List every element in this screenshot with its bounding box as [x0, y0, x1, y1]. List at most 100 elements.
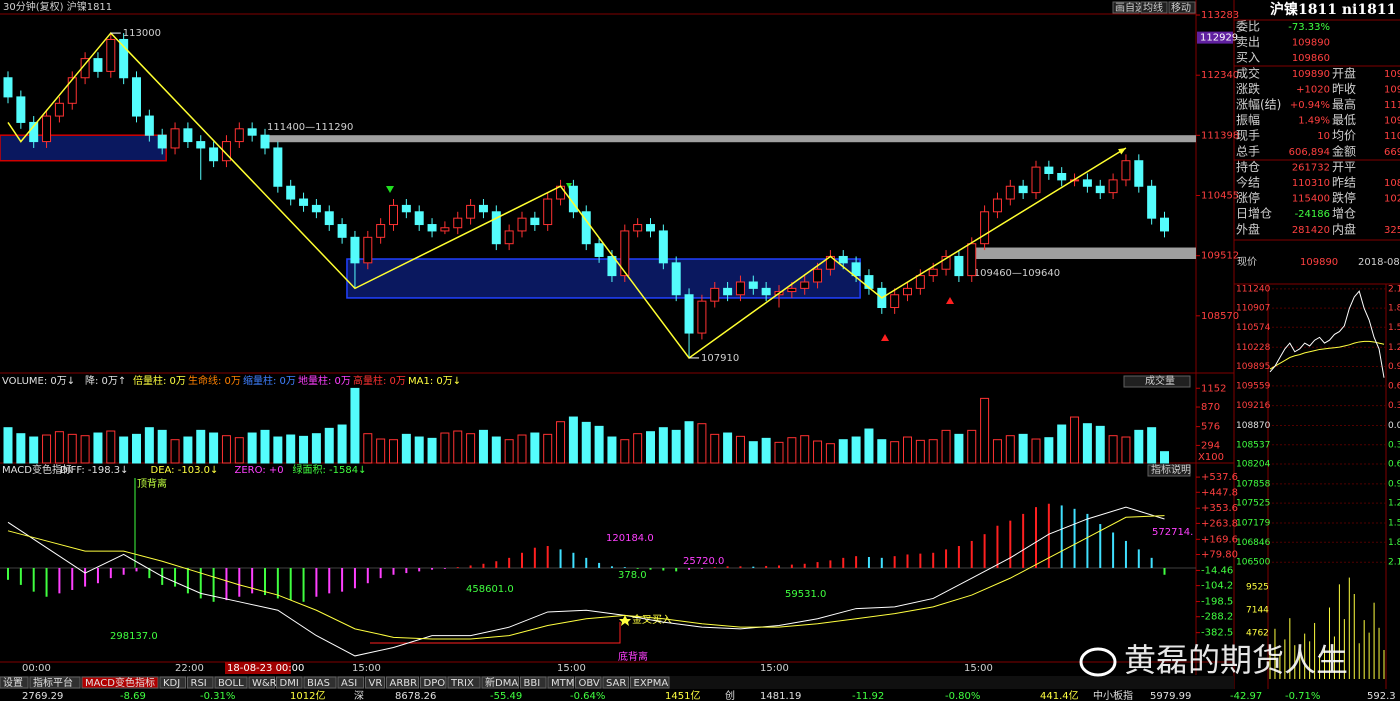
volume-bar — [543, 433, 553, 464]
y-tick-label: -288.2 — [1201, 612, 1233, 623]
candle-body — [735, 281, 745, 296]
price-date: 2018-08-2 — [1358, 257, 1400, 268]
button[interactable] — [1168, 1, 1196, 14]
button-label[interactable]: 指标说明 — [1151, 463, 1191, 476]
volume-bar — [478, 429, 488, 464]
tab-label[interactable]: MTM — [551, 678, 574, 689]
tab[interactable] — [0, 676, 29, 689]
y-tick-label: 108570 — [1201, 311, 1239, 322]
candle-body — [890, 294, 900, 309]
y-tick-label: 109512 — [1201, 251, 1239, 262]
button[interactable] — [1147, 464, 1191, 477]
status-item: 592.3 — [1367, 691, 1396, 701]
time-label: 22:00 — [175, 663, 204, 674]
tab-label[interactable]: W&R — [252, 678, 277, 689]
tab[interactable] — [575, 676, 602, 689]
button[interactable] — [1123, 375, 1191, 388]
volume-bar — [221, 435, 231, 464]
volume-bar — [992, 439, 1002, 464]
tab[interactable] — [214, 676, 248, 689]
y-tick-label: 106846 — [1236, 538, 1271, 548]
y-tick-label: +353.6 — [1201, 503, 1238, 514]
candle-body — [594, 243, 604, 257]
mini-avg — [1269, 340, 1385, 370]
tab[interactable] — [365, 676, 385, 689]
candle-body — [273, 147, 283, 187]
tab[interactable] — [81, 676, 159, 689]
tab[interactable] — [29, 676, 81, 689]
tab-label[interactable]: VR — [369, 678, 383, 689]
volume-bar — [440, 432, 450, 464]
tab[interactable] — [447, 676, 481, 689]
quote-value: 606,894 — [1289, 147, 1330, 158]
tab[interactable] — [187, 676, 214, 689]
quote-value: 110 — [1384, 131, 1400, 142]
quote-value: 109 — [1384, 116, 1400, 127]
y-tick-label: 113283 — [1201, 10, 1239, 21]
volume-bar — [183, 436, 193, 464]
tab-label[interactable]: 设置 — [3, 677, 23, 689]
tab-label[interactable]: 新DMA — [485, 676, 518, 689]
y-tick-label: +263.8 — [1201, 518, 1238, 529]
tab-label[interactable]: RSI — [191, 678, 207, 689]
tab-label[interactable]: KDJ — [163, 678, 180, 689]
level-label: 111400—111290 — [267, 122, 353, 133]
candle-body — [697, 300, 707, 334]
status-item: 1481.19 — [760, 691, 801, 701]
volume-bar — [568, 416, 578, 464]
quote-value: 281420 — [1292, 225, 1330, 236]
volume-bar — [748, 441, 758, 464]
tab[interactable] — [276, 676, 303, 689]
volume-bar — [196, 429, 206, 464]
tab-label[interactable]: 指标平台 — [33, 676, 73, 689]
tab[interactable] — [630, 676, 670, 689]
quote-label: 现手 — [1236, 129, 1260, 143]
tab-label[interactable]: DPO — [424, 678, 446, 689]
tab[interactable] — [159, 676, 186, 689]
candle-body — [1031, 166, 1041, 194]
tab[interactable] — [303, 676, 337, 689]
tab[interactable] — [481, 676, 519, 689]
time-label: 15:00 — [557, 663, 586, 674]
tab-label[interactable]: TRIX — [450, 678, 474, 689]
button-label[interactable]: 移动 — [1171, 1, 1191, 14]
tab-label[interactable]: BIAS — [307, 678, 330, 689]
time-label: 15:00 — [760, 663, 789, 674]
y-tick-label: 109216 — [1236, 401, 1271, 411]
tab[interactable] — [547, 676, 574, 689]
macd-diff — [7, 506, 1165, 657]
candle-body — [761, 287, 771, 296]
tab-label[interactable]: EXPMA — [634, 678, 669, 689]
tab[interactable] — [337, 676, 364, 689]
button-label[interactable]: 成交量 — [1145, 374, 1175, 387]
quote-value: 109 — [1384, 69, 1400, 80]
volume-bar — [106, 430, 116, 464]
tab[interactable] — [248, 676, 275, 689]
volume-bar — [735, 435, 745, 464]
button[interactable] — [1112, 1, 1140, 14]
tab-label[interactable]: OBV — [579, 678, 600, 689]
candle-body — [1095, 185, 1105, 194]
quote-value: 109 — [1384, 84, 1400, 95]
tab-label[interactable]: SAR — [606, 678, 626, 689]
tab-label[interactable]: DMI — [280, 678, 299, 689]
tab-label[interactable]: BBI — [524, 678, 541, 689]
tab-label[interactable]: MACD变色指标 — [85, 676, 155, 689]
volume-bar — [671, 429, 681, 464]
tab[interactable] — [520, 676, 547, 689]
candle-body — [1160, 217, 1169, 232]
pct-label: 1.2 — [1388, 499, 1400, 509]
tab[interactable] — [386, 676, 419, 689]
candle-body — [414, 211, 424, 226]
button-label[interactable]: 画自选 — [1115, 1, 1145, 14]
tab-label[interactable]: ASI — [341, 678, 357, 689]
volume-bar — [67, 433, 77, 464]
tab[interactable] — [602, 676, 629, 689]
tab[interactable] — [420, 676, 447, 689]
tab-label[interactable]: ARBR — [390, 678, 418, 689]
tab-label[interactable]: BOLL — [218, 678, 244, 689]
button-label[interactable]: 均线 — [1143, 1, 1163, 14]
quote-label: 振幅 — [1236, 112, 1260, 127]
volume-bar — [915, 439, 925, 464]
button[interactable] — [1140, 1, 1168, 14]
